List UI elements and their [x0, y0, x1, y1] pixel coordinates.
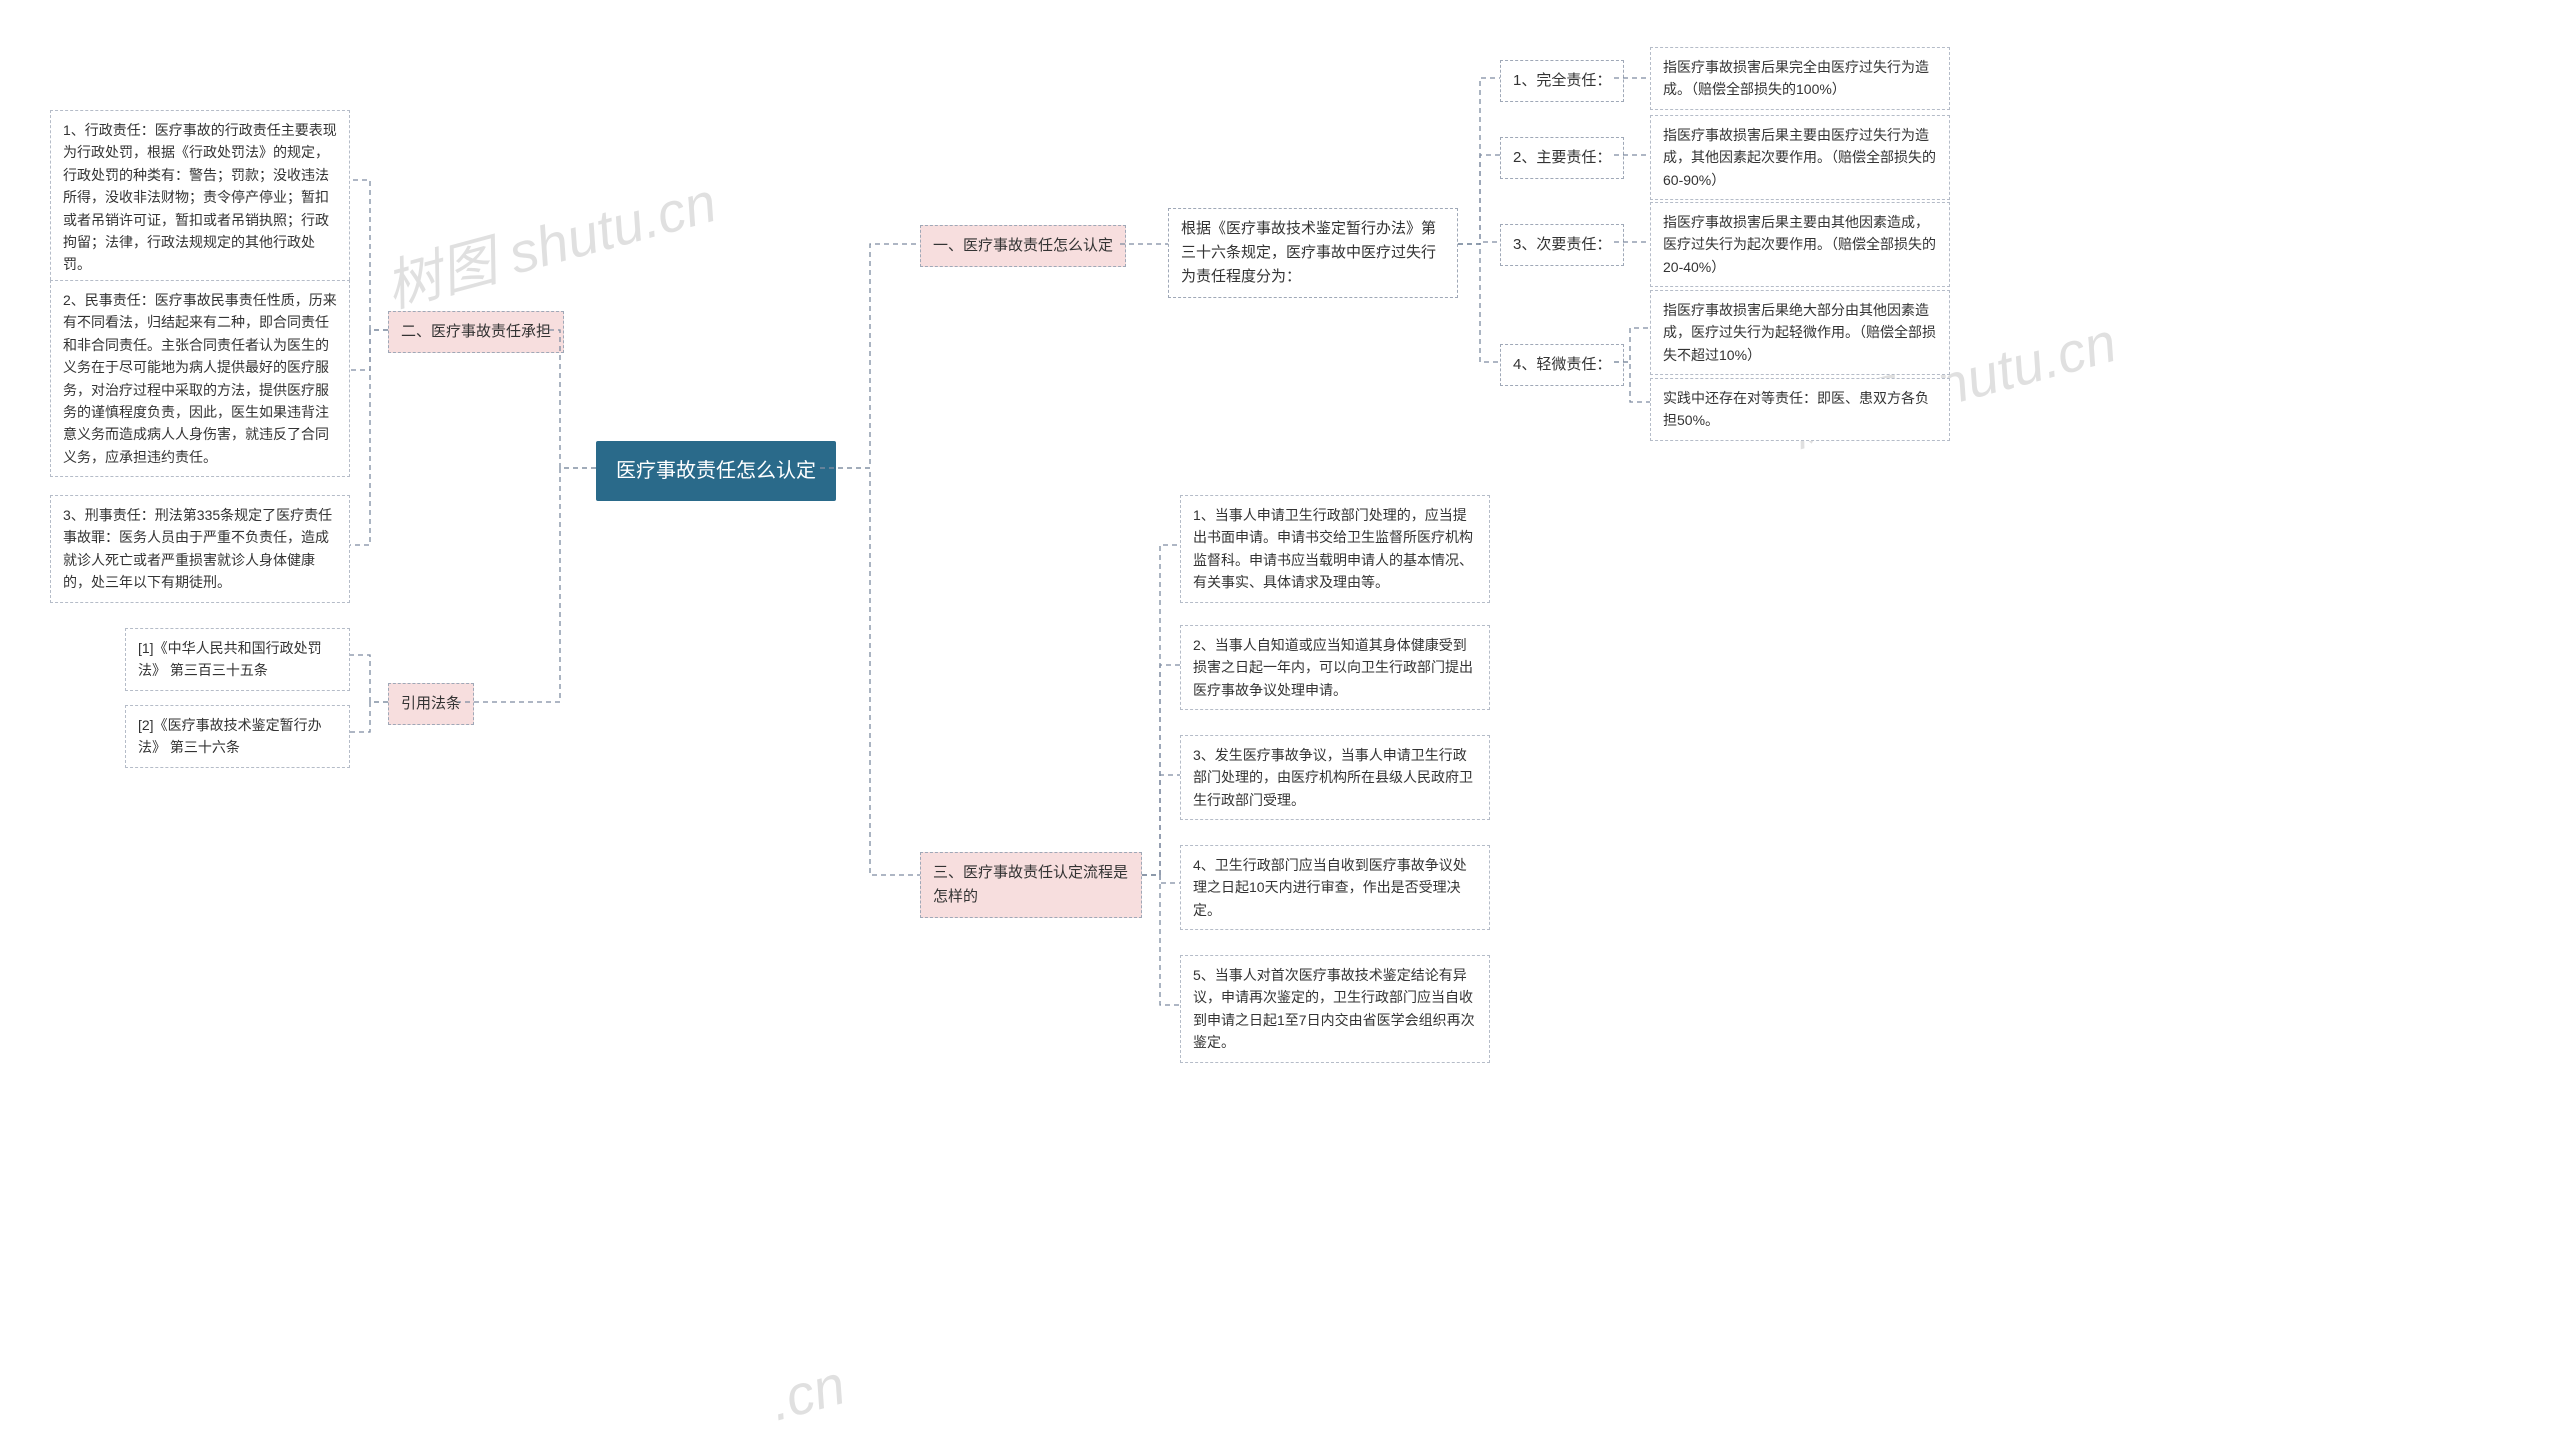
b1-c4-label: 4、轻微责任： [1500, 344, 1624, 386]
watermark: 树图 shutu.cn [375, 157, 724, 323]
b1-c4-detail1: 指医疗事故损害后果绝大部分由其他因素造成，医疗过失行为起轻微作用。（赔偿全部损失… [1650, 290, 1950, 375]
b4-c2: [2]《医疗事故技术鉴定暂行办法》 第三十六条 [125, 705, 350, 768]
b1-c3-detail: 指医疗事故损害后果主要由其他因素造成，医疗过失行为起次要作用。（赔偿全部损失的2… [1650, 202, 1950, 287]
b2-c3: 3、刑事责任：刑法第335条规定了医疗责任事故罪：医务人员由于严重不负责任，造成… [50, 495, 350, 603]
root-node: 医疗事故责任怎么认定 [596, 441, 836, 501]
branch-1-desc: 根据《医疗事故技术鉴定暂行办法》第三十六条规定，医疗事故中医疗过失行为责任程度分… [1168, 208, 1458, 298]
branch-2: 二、医疗事故责任承担 [388, 311, 564, 353]
b1-c3-label: 3、次要责任： [1500, 224, 1624, 266]
b3-c3: 3、发生医疗事故争议，当事人申请卫生行政部门处理的，由医疗机构所在县级人民政府卫… [1180, 735, 1490, 820]
b4-c1: [1]《中华人民共和国行政处罚法》 第三百三十五条 [125, 628, 350, 691]
b1-c2-detail: 指医疗事故损害后果主要由医疗过失行为造成，其他因素起次要作用。（赔偿全部损失的6… [1650, 115, 1950, 200]
watermark: .cn [763, 1351, 852, 1433]
branch-1: 一、医疗事故责任怎么认定 [920, 225, 1126, 267]
b1-c1-detail: 指医疗事故损害后果完全由医疗过失行为造成。（赔偿全部损失的100%） [1650, 47, 1950, 110]
branch-4: 引用法条 [388, 683, 474, 725]
b1-c1-label: 1、完全责任： [1500, 60, 1624, 102]
b1-c2-label: 2、主要责任： [1500, 137, 1624, 179]
b3-c4: 4、卫生行政部门应当自收到医疗事故争议处理之日起10天内进行审查，作出是否受理决… [1180, 845, 1490, 930]
branch-3: 三、医疗事故责任认定流程是怎样的 [920, 852, 1142, 918]
b3-c1: 1、当事人申请卫生行政部门处理的，应当提出书面申请。申请书交给卫生监督所医疗机构… [1180, 495, 1490, 603]
b3-c5: 5、当事人对首次医疗事故技术鉴定结论有异议，申请再次鉴定的，卫生行政部门应当自收… [1180, 955, 1490, 1063]
b1-c4-detail2: 实践中还存在对等责任：即医、患双方各负担50%。 [1650, 378, 1950, 441]
b3-c2: 2、当事人自知道或应当知道其身体健康受到损害之日起一年内，可以向卫生行政部门提出… [1180, 625, 1490, 710]
b2-c2: 2、民事责任：医疗事故民事责任性质，历来有不同看法，归结起来有二种，即合同责任和… [50, 280, 350, 477]
b2-c1: 1、行政责任：医疗事故的行政责任主要表现为行政处罚，根据《行政处罚法》的规定，行… [50, 110, 350, 285]
